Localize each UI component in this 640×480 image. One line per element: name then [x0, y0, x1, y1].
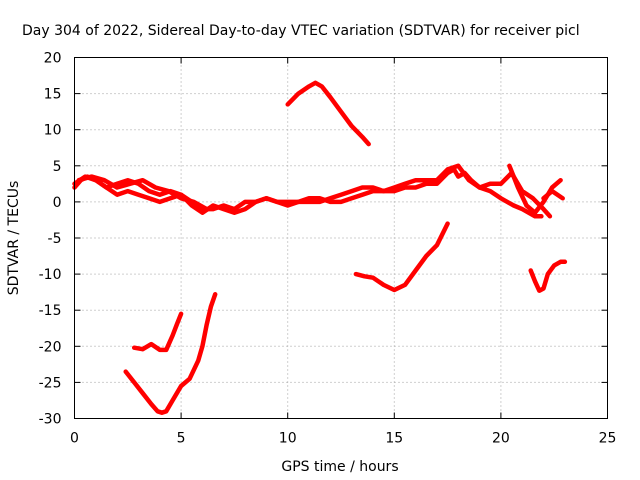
- series-line-pass-8: [528, 259, 568, 293]
- y-tick-label: -10: [39, 267, 62, 283]
- y-tick-label: -20: [39, 339, 62, 355]
- series-line-pass-3: [76, 174, 209, 212]
- x-tick-label: 10: [279, 431, 297, 447]
- chart-title: Day 304 of 2022, Sidereal Day-to-day VTE…: [22, 23, 580, 39]
- y-tick-label: -5: [48, 231, 62, 247]
- y-tick-label: 10: [44, 123, 62, 139]
- series-line-pass-1: [72, 167, 544, 219]
- y-tick-label: -15: [39, 303, 62, 319]
- series-line-pass-7: [353, 221, 450, 293]
- x-tick-label: 15: [385, 431, 403, 447]
- y-axis-label: SDTVAR / TECUs: [6, 181, 22, 296]
- y-tick-label: 5: [53, 159, 62, 175]
- y-tick-label: 0: [53, 195, 62, 211]
- x-tick-label: 5: [177, 431, 186, 447]
- series-group: [72, 80, 568, 415]
- x-axis-label: GPS time / hours: [281, 459, 398, 475]
- x-tick-label: 25: [599, 431, 617, 447]
- x-tick-label: 0: [70, 431, 79, 447]
- series-line-pass-9: [131, 311, 184, 353]
- axis-ticks: 0 5 10 15 20 25 20 15 10 5 0 -5 -10 -15 -20 -25 -30: [39, 51, 617, 447]
- series-line-pass-2: [72, 163, 553, 219]
- y-tick-label: -25: [39, 375, 62, 391]
- series-line-pass-10: [123, 292, 218, 415]
- x-tick-label: 20: [492, 431, 510, 447]
- series-line-pass-6: [285, 80, 371, 147]
- y-tick-label: -30: [39, 412, 62, 428]
- series-line-pass-4: [507, 163, 563, 215]
- y-tick-label: 20: [44, 51, 62, 67]
- series-line-pass-5: [541, 188, 565, 201]
- y-tick-label: 15: [44, 87, 62, 103]
